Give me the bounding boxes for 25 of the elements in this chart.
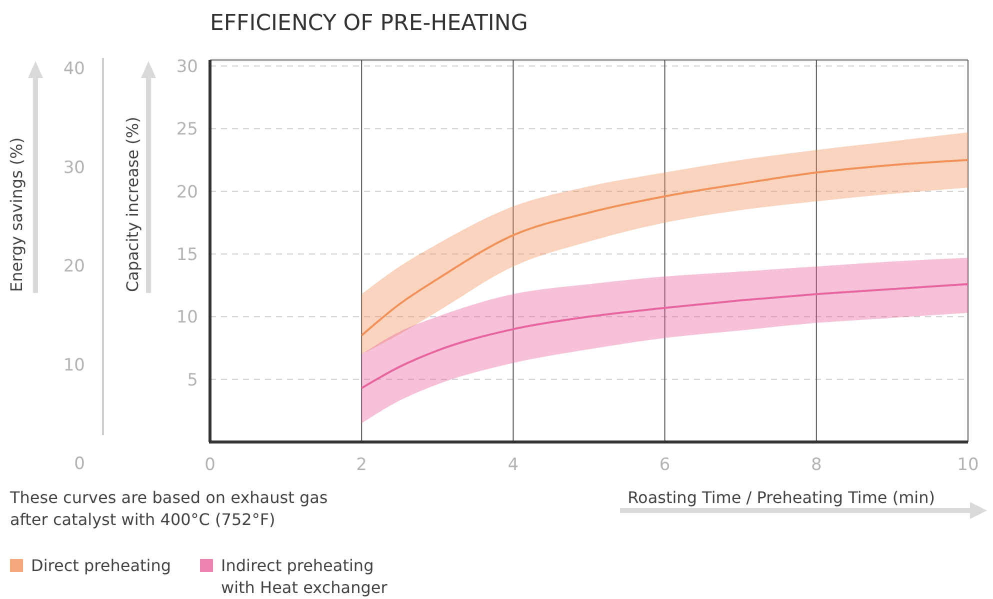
x-tick-label: 8 — [810, 455, 822, 475]
line-series — [360, 159, 969, 336]
y-axis-title: Capacity increase (%) — [123, 116, 142, 292]
line-series — [360, 283, 969, 390]
y-tick-label: 30 — [176, 57, 198, 77]
y-tick-label: 5 — [187, 370, 198, 390]
y2-tick-label: 20 — [63, 256, 85, 276]
y2-tick-label: 30 — [63, 158, 85, 178]
y2-axis-title: Energy savings (%) — [7, 137, 26, 292]
legend-label: Indirect preheating with Heat exchanger — [221, 556, 388, 597]
y-tick-label: 25 — [176, 120, 198, 140]
y2-tick-label: 40 — [63, 59, 85, 79]
x-tick-label: 0 — [204, 455, 216, 475]
chart-title: EFFICIENCY OF PRE-HEATING — [210, 11, 528, 36]
y-tick-label: 10 — [176, 308, 198, 328]
x-tick-label: 10 — [957, 455, 979, 475]
y-tick-label: 20 — [176, 182, 198, 202]
text: These curves are based on exhaust gas after catalyst with 400°C (752°F) — [9, 488, 328, 529]
x-tick-label: 4 — [508, 455, 519, 475]
legend-label: Direct preheating — [31, 556, 172, 575]
x-axis-title: Roasting Time / Preheating Time (min) — [628, 488, 935, 507]
x-tick-label: 6 — [659, 455, 670, 475]
y-tick-label: 15 — [176, 245, 198, 265]
y2-tick-label: 10 — [63, 355, 85, 376]
x-tick-label: 2 — [356, 455, 368, 475]
